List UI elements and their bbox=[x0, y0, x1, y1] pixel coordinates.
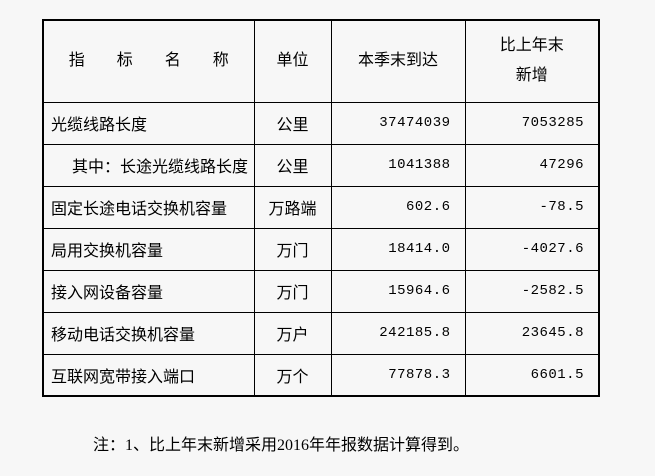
indicator-cell: 移动电话交换机容量 bbox=[42, 311, 255, 355]
table-header: 指 标 名 称 单位 本季末到达 比上年末 新增 bbox=[42, 19, 600, 103]
telecom-stats-table: 指 标 名 称 单位 本季末到达 比上年末 新增 光缆线路长度 公里 37474… bbox=[42, 19, 600, 397]
change-value-cell: -78.5 bbox=[464, 185, 600, 229]
unit-cell: 万门 bbox=[253, 227, 332, 271]
unit-cell: 万门 bbox=[253, 269, 332, 313]
indicator-cell: 固定长途电话交换机容量 bbox=[42, 185, 255, 229]
unit-cell: 万户 bbox=[253, 311, 332, 355]
current-value-cell: 602.6 bbox=[330, 185, 466, 229]
indicator-cell: 局用交换机容量 bbox=[42, 227, 255, 271]
header-change-line1: 比上年末 bbox=[499, 37, 564, 55]
change-value-cell: -2582.5 bbox=[464, 269, 600, 313]
current-value-cell: 18414.0 bbox=[330, 227, 466, 271]
header-unit: 单位 bbox=[253, 19, 332, 103]
current-value-cell: 15964.6 bbox=[330, 269, 466, 313]
table-row: 互联网宽带接入端口 万个 77878.3 6601.5 bbox=[42, 353, 600, 397]
current-value-cell: 37474039 bbox=[330, 101, 466, 145]
table-row: 局用交换机容量 万门 18414.0 -4027.6 bbox=[42, 227, 600, 271]
current-value-cell: 77878.3 bbox=[330, 353, 466, 397]
table-row: 光缆线路长度 公里 37474039 7053285 bbox=[42, 101, 600, 145]
change-value-cell: 7053285 bbox=[464, 101, 600, 145]
footnote: 注：1、比上年末新增采用2016年年报数据计算得到。 bbox=[93, 437, 470, 454]
current-value-cell: 1041388 bbox=[330, 143, 466, 187]
header-change: 比上年末 新增 bbox=[464, 19, 600, 103]
unit-cell: 万个 bbox=[253, 353, 332, 397]
change-value-cell: 47296 bbox=[464, 143, 600, 187]
header-row: 指 标 名 称 单位 本季末到达 比上年末 新增 bbox=[42, 19, 600, 103]
unit-cell: 公里 bbox=[253, 143, 332, 187]
indicator-cell: 其中：长途光缆线路长度 bbox=[42, 143, 255, 187]
table-row: 移动电话交换机容量 万户 242185.8 23645.8 bbox=[42, 311, 600, 355]
table-row: 其中：长途光缆线路长度 公里 1041388 47296 bbox=[42, 143, 600, 187]
header-current: 本季末到达 bbox=[330, 19, 466, 103]
change-value-cell: 6601.5 bbox=[464, 353, 600, 397]
indicator-cell: 互联网宽带接入端口 bbox=[42, 353, 255, 397]
table-row: 接入网设备容量 万门 15964.6 -2582.5 bbox=[42, 269, 600, 313]
current-value-cell: 242185.8 bbox=[330, 311, 466, 355]
unit-cell: 万路端 bbox=[253, 185, 332, 229]
change-value-cell: -4027.6 bbox=[464, 227, 600, 271]
table-row: 固定长途电话交换机容量 万路端 602.6 -78.5 bbox=[42, 185, 600, 229]
table-body: 光缆线路长度 公里 37474039 7053285 其中：长途光缆线路长度 公… bbox=[42, 101, 600, 397]
indicator-cell: 接入网设备容量 bbox=[42, 269, 255, 313]
change-value-cell: 23645.8 bbox=[464, 311, 600, 355]
header-change-line2: 新增 bbox=[515, 67, 548, 85]
unit-cell: 公里 bbox=[253, 101, 332, 145]
header-indicator: 指 标 名 称 bbox=[42, 19, 255, 103]
indicator-cell: 光缆线路长度 bbox=[42, 101, 255, 145]
